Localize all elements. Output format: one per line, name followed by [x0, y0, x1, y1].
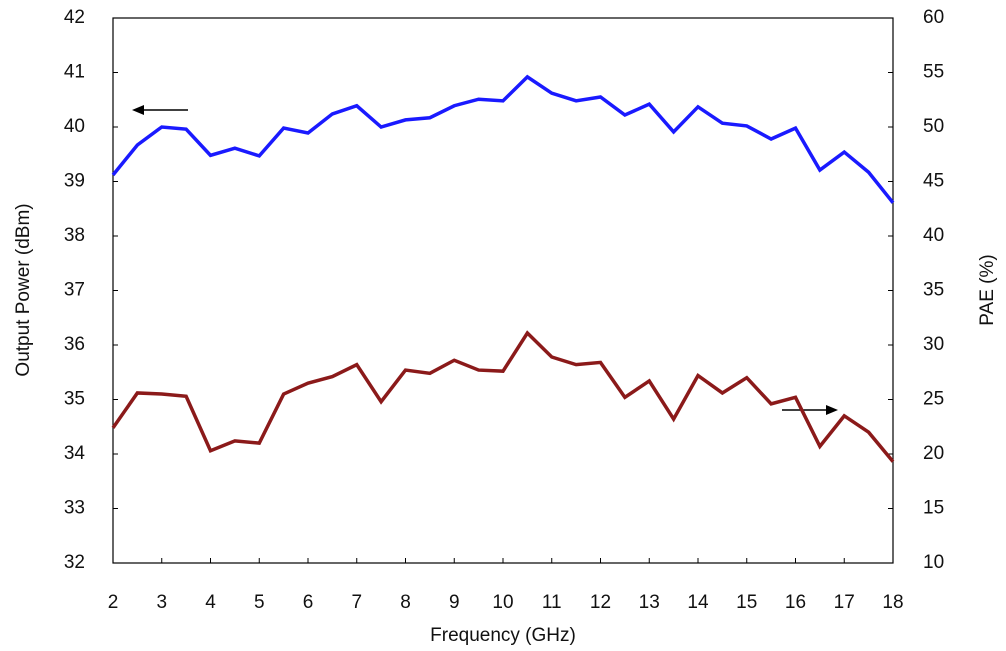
y2-axis-title: PAE (%): [977, 254, 998, 325]
x-tick-label: 5: [254, 592, 265, 613]
y2-tick-label: 20: [923, 443, 944, 464]
x-tick-label: 18: [882, 592, 903, 613]
y-axis-title: Output Power (dBm): [13, 203, 34, 376]
y-tick-label: 34: [64, 443, 86, 464]
y2-tick-label: 40: [923, 225, 944, 246]
x-tick-label: 9: [449, 592, 460, 613]
x-tick-label: 2: [108, 592, 119, 613]
x-tick-label: 6: [303, 592, 314, 613]
x-tick-label: 3: [156, 592, 167, 613]
right-arrow: [782, 405, 838, 415]
x-tick-label: 16: [785, 592, 806, 613]
left-arrow: [132, 105, 188, 115]
x-tick-label: 17: [834, 592, 855, 613]
y2-tick-label: 25: [923, 389, 944, 410]
y2-tick-label: 35: [923, 280, 944, 301]
x-tick-label: 14: [687, 592, 709, 613]
y-tick-label: 42: [64, 7, 85, 28]
x-tick-label: 11: [542, 592, 562, 613]
x-tick-label: 15: [736, 592, 757, 613]
y-tick-label: 38: [64, 225, 85, 246]
series-line: [111, 74, 895, 204]
y2-tick-label: 50: [923, 116, 944, 137]
y-tick-label: 33: [64, 498, 85, 519]
series-line: [111, 330, 895, 463]
y2-tick-label: 10: [923, 552, 944, 573]
x-tick-label: 10: [492, 592, 513, 613]
y-tick-label: 39: [64, 171, 85, 192]
y-tick-label: 32: [64, 552, 85, 573]
x-tick-label: 12: [590, 592, 611, 613]
x-axis-title: Frequency (GHz): [430, 625, 576, 646]
y2-tick-label: 30: [923, 334, 944, 355]
x-tick-label: 7: [351, 592, 362, 613]
y2-tick-label: 45: [923, 171, 944, 192]
y2-tick-label: 55: [923, 62, 944, 83]
y2-tick-label: 15: [923, 498, 944, 519]
y-tick-label: 37: [64, 280, 85, 301]
y-tick-label: 40: [64, 116, 85, 137]
y-tick-label: 36: [64, 334, 85, 355]
y-tick-label: 41: [64, 62, 85, 83]
y-tick-label: 35: [64, 389, 85, 410]
y2-tick-label: 60: [923, 7, 944, 28]
x-tick-label: 13: [639, 592, 660, 613]
x-tick-label: 4: [205, 592, 216, 613]
x-tick-label: 8: [400, 592, 411, 613]
